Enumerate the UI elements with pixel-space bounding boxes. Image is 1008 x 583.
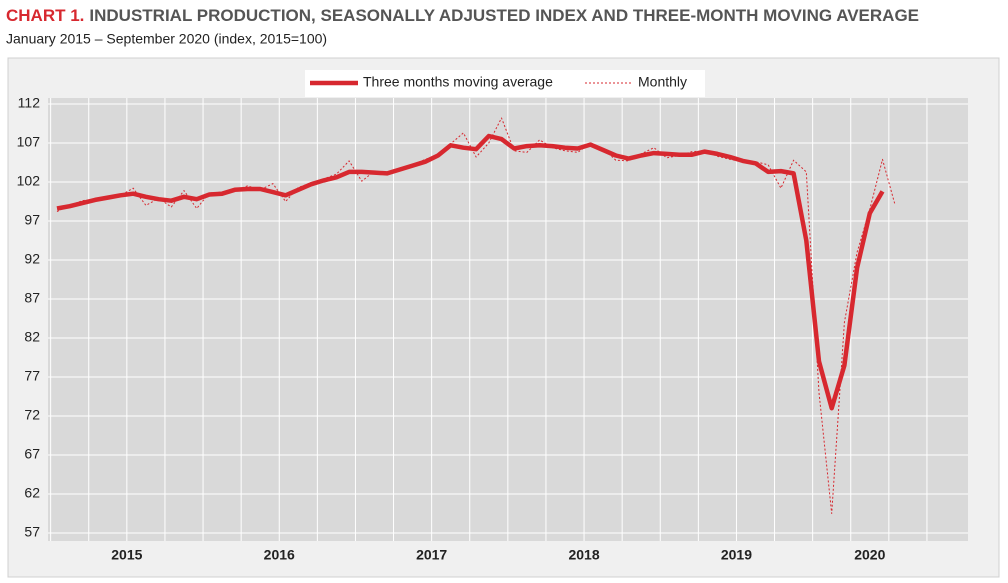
y-tick-label: 57 (24, 524, 40, 540)
x-tick-label: 2019 (721, 547, 752, 563)
series-line (56, 133, 885, 411)
x-tick-label: 2016 (264, 547, 295, 563)
chart-title-text: INDUSTRIAL PRODUCTION, SEASONALLY ADJUST… (89, 6, 919, 25)
y-tick-label: 92 (24, 251, 40, 267)
chart-subtitle: January 2015 – September 2020 (index, 20… (6, 31, 327, 47)
legend-label: Monthly (638, 74, 687, 90)
y-tick-label: 87 (24, 290, 40, 306)
y-tick-label: 107 (17, 134, 41, 150)
chart-label: CHART 1. (6, 6, 84, 25)
y-tick-label: 62 (24, 485, 40, 501)
y-tick-label: 77 (24, 368, 40, 384)
legend-box (305, 70, 705, 97)
y-tick-label: 67 (24, 446, 40, 462)
y-tick-label: 72 (24, 407, 40, 423)
y-tick-label: 112 (18, 95, 41, 111)
y-tick-label: 102 (17, 173, 41, 189)
x-tick-label: 2020 (854, 547, 885, 563)
y-tick-label: 82 (24, 329, 40, 345)
x-tick-label: 2017 (416, 547, 447, 563)
legend-label: Three months moving average (363, 74, 553, 90)
x-tick-label: 2015 (111, 547, 142, 563)
y-tick-label: 97 (24, 212, 40, 228)
chart-title: CHART 1. INDUSTRIAL PRODUCTION, SEASONALL… (6, 6, 919, 25)
series-line (56, 117, 896, 514)
x-tick-label: 2018 (568, 547, 599, 563)
